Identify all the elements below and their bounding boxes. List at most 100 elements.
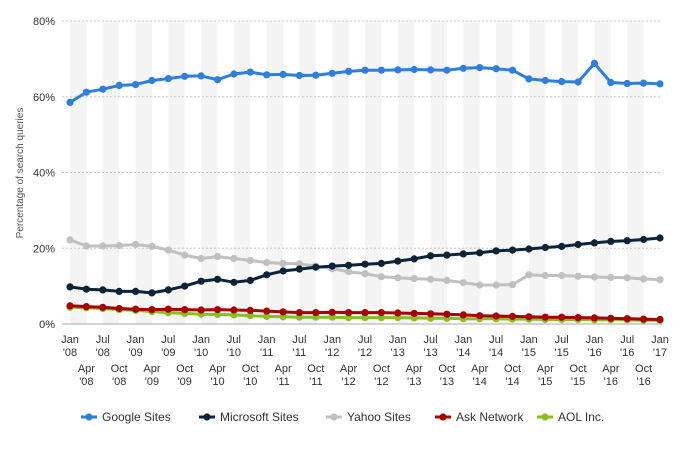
data-point[interactable] bbox=[197, 277, 205, 285]
data-point[interactable] bbox=[263, 307, 271, 315]
data-point[interactable] bbox=[148, 306, 156, 314]
data-point[interactable] bbox=[132, 240, 140, 249]
data-point[interactable] bbox=[476, 312, 484, 320]
data-point[interactable] bbox=[459, 250, 467, 258]
data-point[interactable] bbox=[82, 303, 90, 311]
data-point[interactable] bbox=[148, 289, 156, 297]
data-point[interactable] bbox=[377, 259, 385, 267]
data-point[interactable] bbox=[230, 70, 238, 78]
data-point[interactable] bbox=[656, 315, 664, 324]
data-point[interactable] bbox=[492, 281, 500, 289]
data-point[interactable] bbox=[361, 260, 369, 268]
data-point[interactable] bbox=[558, 78, 566, 86]
data-point[interactable] bbox=[181, 282, 189, 290]
data-point[interactable] bbox=[443, 251, 451, 259]
data-point[interactable] bbox=[197, 254, 205, 263]
data-point[interactable] bbox=[132, 287, 140, 295]
data-point[interactable] bbox=[476, 64, 484, 72]
data-point[interactable] bbox=[640, 275, 648, 283]
data-point[interactable] bbox=[263, 271, 271, 279]
data-point[interactable] bbox=[230, 254, 238, 263]
data-point[interactable] bbox=[246, 256, 254, 264]
data-point[interactable] bbox=[132, 305, 140, 313]
legend-item-aol-inc[interactable]: AOL Inc. bbox=[537, 410, 604, 424]
data-point[interactable] bbox=[492, 65, 500, 73]
data-point[interactable] bbox=[279, 308, 287, 316]
data-point[interactable] bbox=[181, 306, 189, 314]
data-point[interactable] bbox=[295, 265, 303, 273]
data-point[interactable] bbox=[443, 276, 451, 284]
data-point[interactable] bbox=[427, 275, 435, 283]
data-point[interactable] bbox=[607, 314, 615, 322]
data-point[interactable] bbox=[246, 306, 254, 314]
data-point[interactable] bbox=[66, 98, 74, 106]
data-point[interactable] bbox=[459, 279, 467, 287]
data-point[interactable] bbox=[132, 81, 140, 89]
data-point[interactable] bbox=[164, 286, 172, 294]
data-point[interactable] bbox=[574, 314, 582, 322]
data-point[interactable] bbox=[197, 306, 205, 314]
data-point[interactable] bbox=[66, 302, 74, 310]
data-point[interactable] bbox=[328, 308, 336, 316]
data-point[interactable] bbox=[525, 313, 533, 321]
data-point[interactable] bbox=[361, 66, 369, 74]
data-point[interactable] bbox=[312, 263, 320, 271]
data-point[interactable] bbox=[115, 304, 123, 313]
data-point[interactable] bbox=[328, 69, 336, 77]
data-point[interactable] bbox=[164, 75, 172, 83]
data-point[interactable] bbox=[607, 237, 615, 245]
data-point[interactable] bbox=[246, 312, 254, 320]
data-point[interactable] bbox=[361, 309, 369, 317]
data-point[interactable] bbox=[377, 309, 385, 317]
data-point[interactable] bbox=[312, 71, 320, 79]
data-point[interactable] bbox=[99, 303, 107, 311]
data-point[interactable] bbox=[345, 309, 353, 317]
data-point[interactable] bbox=[246, 68, 254, 76]
data-point[interactable] bbox=[394, 309, 402, 317]
data-point[interactable] bbox=[99, 242, 107, 250]
data-point[interactable] bbox=[623, 315, 631, 323]
data-point[interactable] bbox=[607, 78, 615, 86]
data-point[interactable] bbox=[66, 236, 74, 244]
data-point[interactable] bbox=[508, 312, 517, 320]
data-point[interactable] bbox=[590, 239, 599, 247]
data-point[interactable] bbox=[623, 79, 631, 88]
data-point[interactable] bbox=[394, 274, 402, 282]
data-point[interactable] bbox=[492, 312, 500, 320]
data-point[interactable] bbox=[115, 81, 123, 89]
data-point[interactable] bbox=[508, 281, 517, 289]
data-point[interactable] bbox=[345, 261, 353, 269]
data-point[interactable] bbox=[541, 313, 549, 321]
data-point[interactable] bbox=[197, 72, 205, 80]
data-point[interactable] bbox=[164, 246, 172, 254]
data-point[interactable] bbox=[525, 75, 533, 83]
data-point[interactable] bbox=[427, 310, 435, 318]
data-point[interactable] bbox=[377, 66, 385, 74]
data-point[interactable] bbox=[99, 286, 107, 294]
data-point[interactable] bbox=[246, 276, 254, 284]
data-point[interactable] bbox=[279, 267, 287, 275]
data-point[interactable] bbox=[148, 242, 156, 250]
data-point[interactable] bbox=[82, 88, 90, 96]
data-point[interactable] bbox=[263, 259, 271, 267]
data-point[interactable] bbox=[443, 310, 451, 318]
data-point[interactable] bbox=[574, 78, 582, 86]
data-point[interactable] bbox=[99, 85, 107, 93]
data-point[interactable] bbox=[410, 275, 418, 283]
data-point[interactable] bbox=[541, 271, 549, 280]
data-point[interactable] bbox=[410, 65, 418, 74]
legend-item-microsoft-sites[interactable]: Microsoft Sites bbox=[199, 410, 299, 424]
data-point[interactable] bbox=[213, 275, 222, 283]
data-point[interactable] bbox=[377, 273, 385, 281]
data-point[interactable] bbox=[623, 237, 631, 245]
data-point[interactable] bbox=[181, 72, 189, 80]
data-point[interactable] bbox=[263, 71, 271, 79]
data-point[interactable] bbox=[295, 260, 303, 268]
data-point[interactable] bbox=[525, 271, 533, 279]
data-point[interactable] bbox=[230, 306, 238, 314]
data-point[interactable] bbox=[427, 66, 435, 74]
data-point[interactable] bbox=[115, 287, 123, 295]
data-point[interactable] bbox=[295, 71, 303, 80]
data-point[interactable] bbox=[263, 312, 271, 320]
data-point[interactable] bbox=[656, 276, 664, 284]
